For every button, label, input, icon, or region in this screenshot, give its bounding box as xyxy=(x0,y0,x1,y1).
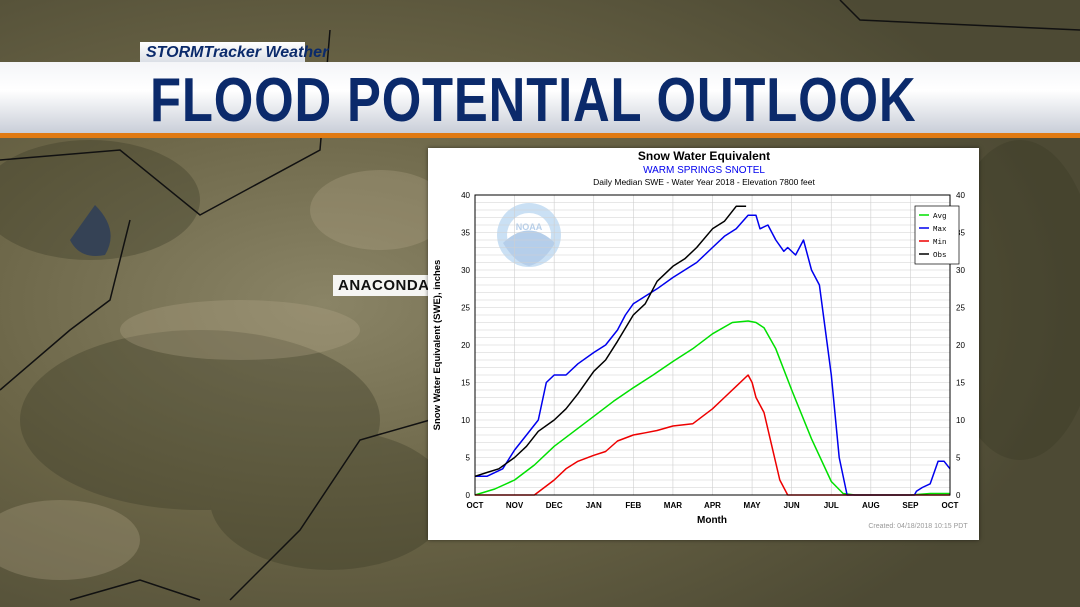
y-tick-labels: 0 0 5 5 10 10 15 15 20 20 25 25 30 30 35 35 40 40 xyxy=(461,191,965,500)
y-axis-label: Snow Water Equivalent (SWE), inches xyxy=(432,260,443,431)
chart-subtitle-2: Daily Median SWE - Water Year 2018 - Ele… xyxy=(593,177,815,187)
headline-banner: FLOOD POTENTIAL OUTLOOK xyxy=(0,62,1080,138)
y-tick-label-right: 40 xyxy=(956,191,965,200)
x-tick-label: JUL xyxy=(824,501,839,510)
swe-chart-panel: Snow Water Equivalent WARM SPRINGS SNOTE… xyxy=(428,148,979,540)
x-tick-label: MAY xyxy=(744,501,762,510)
y-tick-label-right: 20 xyxy=(956,341,965,350)
y-tick-label-right: 15 xyxy=(956,379,965,388)
x-axis-label: Month xyxy=(697,515,727,526)
y-tick-label: 20 xyxy=(461,341,470,350)
y-tick-label-right: 0 xyxy=(956,491,961,500)
y-tick-label-right: 25 xyxy=(956,304,965,313)
y-tick-label: 35 xyxy=(461,229,470,238)
x-tick-label: MAR xyxy=(664,501,682,510)
y-tick-label-right: 30 xyxy=(956,266,965,275)
x-tick-label: JAN xyxy=(586,501,602,510)
legend: Avg Max Min Obs xyxy=(914,205,960,265)
y-tick-label: 10 xyxy=(461,416,470,425)
plot-frame xyxy=(474,194,951,496)
x-tick-label: APR xyxy=(704,501,721,510)
y-tick-label: 0 xyxy=(466,491,471,500)
x-tick-label: FEB xyxy=(625,501,641,510)
chart-grid xyxy=(475,195,950,495)
headline: FLOOD POTENTIAL OUTLOOK xyxy=(150,66,917,135)
legend-label: Max xyxy=(933,226,947,234)
x-tick-labels: OCT NOV DEC JAN FEB MAR APR MAY JUN JUL AUG SEP OCT xyxy=(467,501,959,510)
legend-label: Obs xyxy=(933,252,947,260)
show-name: STORMTracker Weather xyxy=(146,44,329,61)
y-tick-label-right: 10 xyxy=(956,416,965,425)
x-tick-label: OCT xyxy=(467,501,484,510)
swe-chart: Snow Water Equivalent WARM SPRINGS SNOTE… xyxy=(432,149,968,530)
x-tick-label: SEP xyxy=(902,501,919,510)
chart-subtitle: WARM SPRINGS SNOTEL xyxy=(643,165,765,176)
y-tick-label: 40 xyxy=(461,191,470,200)
y-tick-label: 5 xyxy=(466,454,471,463)
created-stamp: Created: 04/18/2018 10:15 PDT xyxy=(868,523,968,530)
series-line-min xyxy=(475,374,950,496)
y-tick-label: 30 xyxy=(461,266,470,275)
x-tick-label: AUG xyxy=(862,501,880,510)
y-tick-label: 15 xyxy=(461,379,470,388)
y-tick-label-right: 35 xyxy=(956,229,965,238)
map-place-label: ANACONDA xyxy=(333,275,435,296)
noaa-watermark-text: NOAA xyxy=(516,222,543,232)
y-tick-label-right: 5 xyxy=(956,454,961,463)
x-tick-label: NOV xyxy=(506,501,524,510)
series-line-obs xyxy=(474,205,747,478)
legend-label: Avg xyxy=(933,213,947,221)
legend-label: Min xyxy=(933,239,947,247)
chart-title: Snow Water Equivalent xyxy=(638,149,770,163)
y-tick-label: 25 xyxy=(461,304,470,313)
x-tick-label: DEC xyxy=(546,501,563,510)
x-tick-label: JUN xyxy=(784,501,800,510)
noaa-watermark: NOAA xyxy=(497,203,561,267)
x-tick-label: OCT xyxy=(942,501,959,510)
